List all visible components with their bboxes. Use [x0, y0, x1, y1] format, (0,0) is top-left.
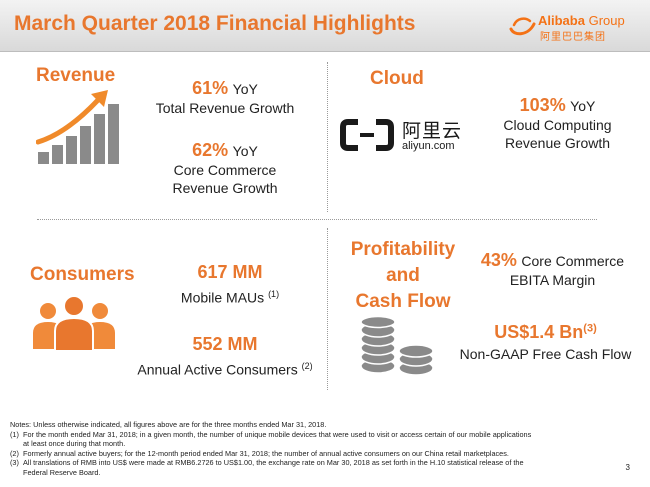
stat-value: 552 MM	[192, 334, 258, 354]
profitability-stat-fcf: US$1.4 Bn(3) Non-GAAP Free Cash Flow	[448, 322, 643, 363]
alibaba-logo: Alibaba Group 阿里巴巴集团	[508, 12, 634, 43]
divider-vertical-top	[327, 62, 328, 212]
revenue-heading: Revenue	[36, 65, 116, 86]
consumers-heading: Consumers	[30, 264, 135, 285]
stat-label: Mobile MAUs	[180, 289, 265, 306]
aliyun-chinese-text: 阿里云	[402, 121, 463, 142]
footnote-text-line2: at least once during that month.	[23, 439, 126, 449]
divider-vertical-bottom	[327, 228, 328, 390]
divider-horizontal	[37, 219, 597, 220]
revenue-stat-total: 61% YoY Total Revenue Growth	[140, 78, 310, 117]
consumers-stat-mau: 617 MM Mobile MAUs (1)	[150, 262, 310, 307]
stat-value: 617 MM	[197, 262, 263, 282]
alibaba-smile-icon	[509, 17, 536, 36]
stat-label-line1: Cloud Computing	[503, 117, 612, 133]
growth-bar-chart-icon	[36, 90, 119, 164]
footnote-ref: (2)	[301, 361, 313, 371]
logo-brand: Alibaba	[538, 13, 585, 28]
aliyun-logo: 阿里云 aliyun.com	[340, 116, 470, 156]
stat-label-line2: Revenue Growth	[172, 180, 278, 196]
stat-suffix: YoY	[570, 98, 596, 114]
profitability-heading: Profitability and Cash Flow	[338, 237, 468, 315]
footnote-ref: (3)	[583, 322, 597, 335]
footnote-2: (2) Formerly annual active buyers; for t…	[10, 449, 610, 459]
footnote-text-line2: Federal Reserve Board.	[23, 467, 101, 477]
page-number: 3	[625, 463, 630, 472]
people-group-icon	[33, 295, 115, 352]
aliyun-url-text: aliyun.com	[402, 140, 455, 152]
stat-value: 43%	[480, 250, 517, 270]
stat-value: 61%	[192, 78, 229, 98]
logo-chinese-text: 阿里巴巴集团	[540, 32, 606, 43]
title-bar: March Quarter 2018 Financial Highlights …	[0, 0, 650, 52]
footnote-text: For the month ended Mar 31, 2018; in a g…	[23, 430, 531, 449]
aliyun-bracket-icon	[340, 119, 394, 151]
notes-intro: Notes: Unless otherwise indicated, all f…	[10, 420, 327, 429]
stat-label-line1: Core Commerce	[521, 253, 625, 269]
profitability-stat-ebita: 43% Core Commerce EBITA Margin	[470, 250, 635, 289]
footnote-text-line1: For the month ended Mar 31, 2018; in a g…	[23, 429, 532, 439]
coin-stacks-icon	[360, 316, 434, 376]
page-title: March Quarter 2018 Financial Highlights	[14, 12, 416, 35]
footnotes: Notes: Unless otherwise indicated, all f…	[10, 420, 610, 478]
footnote-3: (3) All translations of RMB into US$ wer…	[10, 458, 610, 477]
footnote-ref: (1)	[268, 289, 280, 299]
revenue-stat-core: 62% YoY Core Commerce Revenue Growth	[140, 140, 310, 197]
stat-value: US$1.4 Bn	[494, 322, 584, 342]
stat-label: Total Revenue Growth	[155, 100, 295, 116]
heading-line2: and	[386, 265, 420, 286]
logo-group: Group	[588, 13, 625, 28]
stat-label-line1: Core Commerce	[173, 162, 277, 178]
cloud-stat: 103% YoY Cloud Computing Revenue Growth	[485, 95, 630, 152]
heading-line3: Cash Flow	[355, 291, 451, 312]
stat-value: 103%	[519, 95, 566, 115]
footnote-text-line1: All translations of RMB into US$ were ma…	[23, 458, 524, 468]
stat-suffix: YoY	[232, 143, 258, 159]
stat-label: Non-GAAP Free Cash Flow	[459, 346, 632, 362]
cloud-heading: Cloud	[370, 68, 424, 89]
logo-text: Alibaba Group	[538, 13, 625, 28]
footnote-number: (2)	[10, 448, 19, 458]
footnote-text: All translations of RMB into US$ were ma…	[23, 458, 524, 477]
consumers-stat-aac: 552 MM Annual Active Consumers (2)	[120, 334, 330, 379]
stat-label: Annual Active Consumers	[137, 361, 298, 378]
heading-line1: Profitability	[350, 239, 456, 260]
stat-suffix: YoY	[232, 81, 258, 97]
stat-label-line2: EBITA Margin	[509, 272, 596, 288]
stat-label-line2: Revenue Growth	[504, 135, 611, 151]
footnote-1: (1) For the month ended Mar 31, 2018; in…	[10, 430, 610, 449]
footnote-number: (1)	[10, 429, 19, 439]
footnote-text: Formerly annual active buyers; for the 1…	[23, 448, 509, 458]
stat-value: 62%	[192, 140, 229, 160]
footnote-number: (3)	[10, 458, 19, 468]
